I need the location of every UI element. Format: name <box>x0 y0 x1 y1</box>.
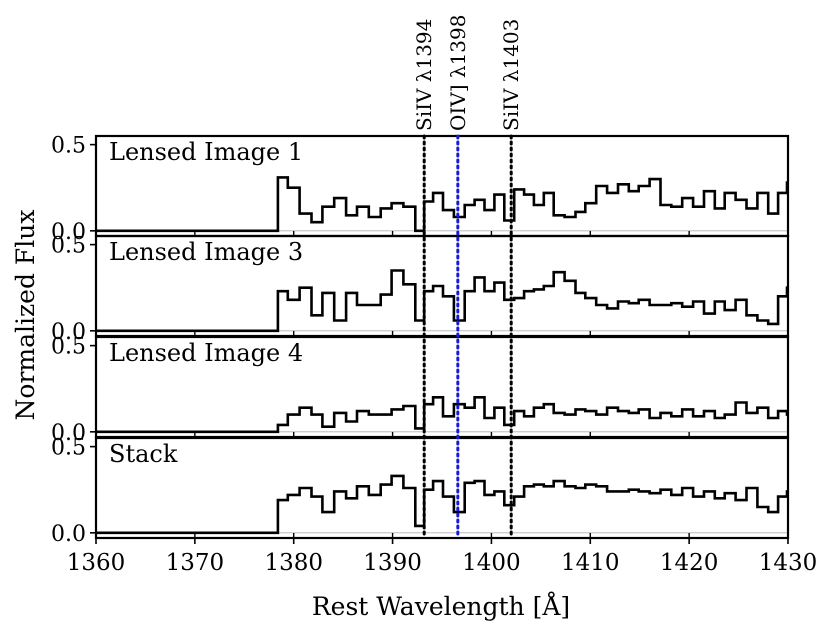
x-tick-label: 1400 <box>462 550 521 576</box>
spectrum-line <box>96 396 789 434</box>
x-tick-label: 1390 <box>363 550 422 576</box>
spectrum-line <box>96 474 789 535</box>
panel-frame <box>94 436 790 540</box>
panel-lensed-image-3: 0.0 0.5 Lensed Image 3 <box>51 234 790 345</box>
x-tick-label: 1410 <box>561 550 620 576</box>
panel-label: Lensed Image 1 <box>109 138 303 166</box>
line-markers-layer: SiIV λ1394 OIV] λ1398 SiIV λ1403 <box>412 15 523 540</box>
panel-label: Lensed Image 3 <box>109 238 303 266</box>
marker-label-siiv-1403: SiIV λ1403 <box>499 19 523 131</box>
x-tick-label: 1380 <box>264 550 323 576</box>
y-axis-label: Normalized Flux <box>11 210 40 421</box>
panel-label: Stack <box>109 440 178 468</box>
y-tick-label: 0.5 <box>51 335 86 360</box>
y-tick-label: 0.5 <box>51 436 86 461</box>
marker-label-oiv-1398: OIV] λ1398 <box>446 15 470 131</box>
y-tick-label: 0.0 <box>51 220 86 245</box>
x-axis: 1360 1370 1380 1390 1400 1410 1420 1430 <box>67 538 818 576</box>
x-tick-label: 1370 <box>166 550 225 576</box>
x-tick-label: 1420 <box>660 550 719 576</box>
panel-stack: 0.0 0.5 Stack <box>51 436 790 547</box>
panel-lensed-image-4: 0.0 0.5 Lensed Image 4 <box>51 335 790 446</box>
y-tick-label: 0.0 <box>51 522 86 547</box>
x-axis-label: Rest Wavelength [Å] <box>312 591 570 621</box>
y-tick-label: 0.5 <box>51 134 86 159</box>
y-tick-label: 0.5 <box>51 234 86 259</box>
panels-layer: 0.00.5 Lensed Image 10.00.5 Lensed Image 3… <box>51 134 790 547</box>
x-tick-label: 1360 <box>67 550 126 576</box>
panel-lensed-image-1: 0.0 0.5 Lensed Image 1 <box>51 134 790 245</box>
y-tick-label: 0.0 <box>51 320 86 345</box>
panel-label: Lensed Image 4 <box>109 339 303 367</box>
spectrum-line <box>96 269 789 333</box>
marker-label-siiv-1394: SiIV λ1394 <box>412 19 436 131</box>
y-tick-label: 0.0 <box>51 421 86 446</box>
spectrum-line <box>96 176 789 233</box>
x-tick-label: 1430 <box>759 550 818 576</box>
